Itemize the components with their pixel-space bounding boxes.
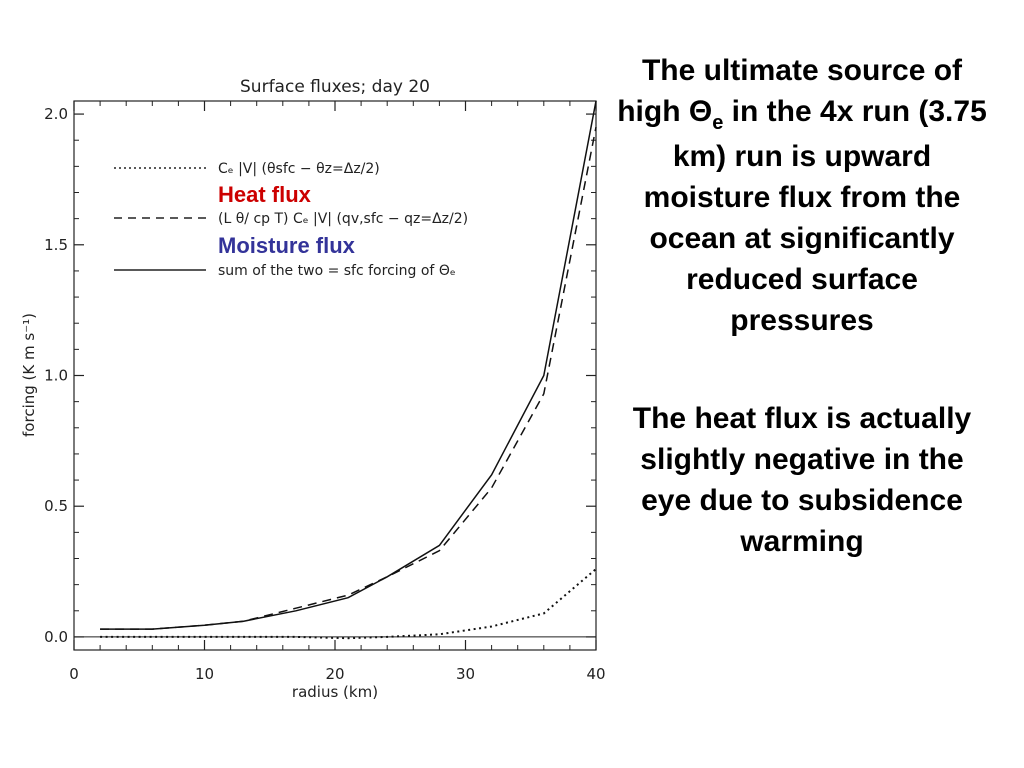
y-tick-label: 0.0 [44, 628, 68, 646]
legend: Cₑ |V| (θsfc − θz=Δz/2) Heat flux (L θ/ … [114, 161, 468, 279]
x-axis-label: radius (km) [292, 683, 378, 701]
legend-moisture-flux-label: Moisture flux [218, 233, 356, 258]
x-tick-label: 10 [195, 665, 214, 683]
series-lines [74, 100, 597, 640]
y-axis-label: forcing (K m s⁻¹) [20, 313, 38, 437]
x-tick-label: 20 [325, 665, 344, 683]
legend-entry-heat: Cₑ |V| (θsfc − θz=Δz/2) [218, 161, 380, 177]
plot-frame [73, 100, 597, 651]
theta-symbol: Θ [688, 95, 713, 128]
x-tick-label: 0 [69, 665, 79, 683]
x-tick-label: 30 [456, 665, 475, 683]
note-1-text-b: in the 4x run (3.75 km) run is upward mo… [643, 95, 987, 337]
x-tick-label: 40 [586, 665, 605, 683]
y-tick-label: 1.0 [44, 367, 68, 385]
y-tick-label: 0.5 [44, 497, 68, 515]
series-moisture-flux [100, 126, 597, 630]
legend-entry-moisture: (L θ/ cp T) Cₑ |V| (qv,sfc − qz=Δz/2) [218, 211, 468, 227]
note-heat-flux: The heat flux is actually slightly negat… [632, 402, 972, 558]
note-1-text-a: The ultimate source of high [617, 54, 963, 128]
y-tick-label: 1.5 [44, 236, 68, 254]
y-tick-label: 2.0 [44, 105, 68, 123]
legend-heat-flux-label: Heat flux [218, 182, 312, 207]
legend-entry-sum: sum of the two = sfc forcing of Θₑ [218, 263, 456, 279]
series-total-forcing [100, 100, 597, 630]
theta-subscript: e [712, 112, 724, 134]
chart-title: Surface fluxes; day 20 [240, 77, 430, 97]
series-heat-flux [100, 568, 597, 640]
chart: Surface fluxes; day 20 0 10 20 30 40 0.0 0.5 1.… [20, 77, 606, 701]
note-moisture-source: The ultimate source of high Θe in the 4x… [612, 50, 992, 341]
axis-ticks: 0 10 20 30 40 0.0 0.5 1.0 1.5 2.0 [44, 101, 606, 683]
